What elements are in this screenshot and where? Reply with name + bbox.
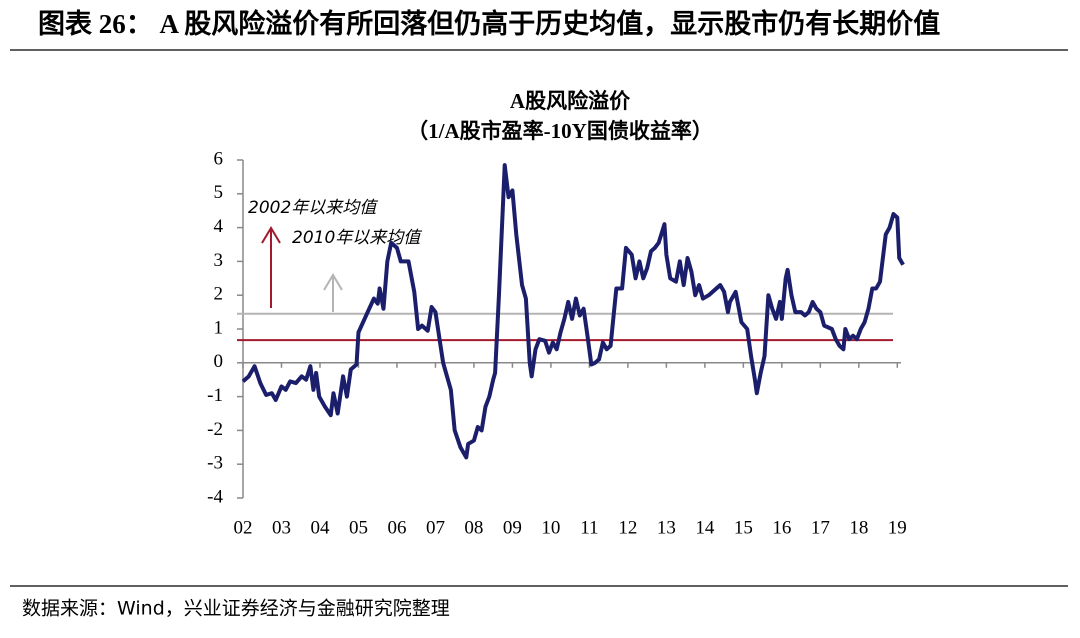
x-tick-label: 08 xyxy=(464,517,483,538)
y-tick-label: -3 xyxy=(207,453,223,474)
arrow-head xyxy=(261,226,281,244)
x-tick-label: 04 xyxy=(310,517,330,538)
y-tick-label: 6 xyxy=(214,148,224,169)
x-tick-label: 09 xyxy=(503,517,522,538)
x-tick-label: 15 xyxy=(734,517,753,538)
source-note: 数据来源：Wind，兴业证券经济与金融研究院整理 xyxy=(22,598,450,620)
y-tick-label: -1 xyxy=(207,385,223,406)
y-tick-label: -2 xyxy=(207,419,223,440)
x-tick-label: 12 xyxy=(618,517,637,538)
x-tick-label: 16 xyxy=(772,517,791,538)
chart-subtitle: （1/A股市盈率-10Y国债收益率） xyxy=(407,119,713,143)
x-tick-label: 18 xyxy=(849,517,868,538)
series-line xyxy=(241,163,905,460)
x-tick-label: 11 xyxy=(580,517,598,538)
y-tick-label: 1 xyxy=(214,317,224,338)
x-tick-label: 17 xyxy=(811,517,830,538)
y-tick-label: 2 xyxy=(214,284,224,305)
x-tick-label: 02 xyxy=(234,517,253,538)
x-tick-label: 07 xyxy=(426,517,445,538)
y-tick-label: 0 xyxy=(214,351,224,372)
x-tick-label: 06 xyxy=(387,517,406,538)
reference-label: 2010年以来均值 xyxy=(292,228,422,248)
reference-label: 2002年以来均值 xyxy=(248,198,378,218)
header-title: 图表 26： A 股风险溢价有所回落但仍高于历史均值，显示股市仍有长期价值 xyxy=(38,8,940,39)
x-tick-label: 03 xyxy=(272,517,291,538)
x-tick-label: 19 xyxy=(888,517,907,538)
x-tick-label: 05 xyxy=(349,517,368,538)
y-tick-label: 4 xyxy=(214,216,224,237)
x-tick-label: 13 xyxy=(657,517,676,538)
y-tick-label: 3 xyxy=(214,250,224,271)
arrow-head xyxy=(323,273,343,291)
arrows xyxy=(261,226,343,312)
chart-title: A股风险溢价 xyxy=(510,89,631,113)
y-tick-label: -4 xyxy=(207,486,223,507)
y-tick-label: 5 xyxy=(214,182,224,203)
x-tick-label: 10 xyxy=(541,517,560,538)
x-tick-label: 14 xyxy=(695,517,715,538)
